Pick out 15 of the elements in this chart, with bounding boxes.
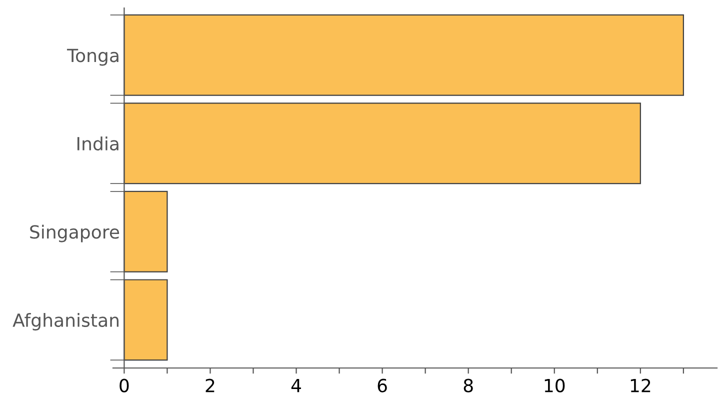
y-tick-label: Afghanistan — [12, 313, 118, 331]
x-tick-label: 6 — [378, 378, 387, 392]
x-tick-label: 12 — [630, 378, 650, 392]
bar — [124, 102, 641, 184]
x-tick-label: 4 — [291, 378, 301, 392]
x-tick-label: 10 — [544, 378, 565, 392]
bar — [124, 190, 168, 272]
x-tick-label: 2 — [206, 378, 214, 392]
x-tick-label: 0 — [120, 378, 129, 392]
y-tick-label: Singapore — [30, 224, 120, 242]
x-tick-label: 8 — [464, 378, 473, 392]
bar — [124, 14, 684, 96]
bar — [124, 279, 168, 361]
y-tick-label: Tonga — [66, 48, 118, 66]
y-tick-label: India — [77, 136, 118, 151]
